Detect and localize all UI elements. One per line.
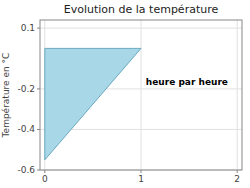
y-grid-line: [40, 28, 242, 29]
y-tick: [37, 170, 40, 171]
y-tick: [37, 28, 40, 29]
x-tick: [141, 170, 142, 173]
area: [45, 48, 141, 159]
ticks: 0 1 2 0.1 -0.2 -0.4 -0.6: [17, 23, 240, 184]
y-tick-label: -0.2: [17, 84, 35, 94]
x-tick: [237, 170, 238, 173]
y-tick-label: 0.1: [21, 23, 35, 33]
grid: [40, 20, 242, 170]
y-tick-label: -0.6: [17, 165, 35, 175]
y-axis-label: Température en °C: [1, 53, 11, 139]
y-tick-label: -0.4: [17, 124, 35, 134]
y-tick: [37, 129, 40, 130]
chart-container: 0 1 2 0.1 -0.2 -0.4 -0.6 Température en °C Evolu…: [0, 0, 250, 188]
x-tick-label: 0: [42, 174, 48, 184]
x-tick-label: 2: [234, 174, 240, 184]
chart-svg: 0 1 2 0.1 -0.2 -0.4 -0.6 Température en °C Evolu…: [0, 0, 250, 188]
x-grid-line: [141, 20, 142, 170]
x-tick: [44, 170, 45, 173]
plot-background: [40, 20, 242, 170]
annotation: heure par heure: [146, 77, 228, 87]
data-group: [45, 48, 141, 159]
x-tick-label: 1: [138, 174, 144, 184]
title: Evolution de la température: [64, 3, 219, 16]
x-grid-line: [237, 20, 238, 170]
plot-frame: [40, 20, 242, 170]
y-tick: [37, 88, 40, 89]
